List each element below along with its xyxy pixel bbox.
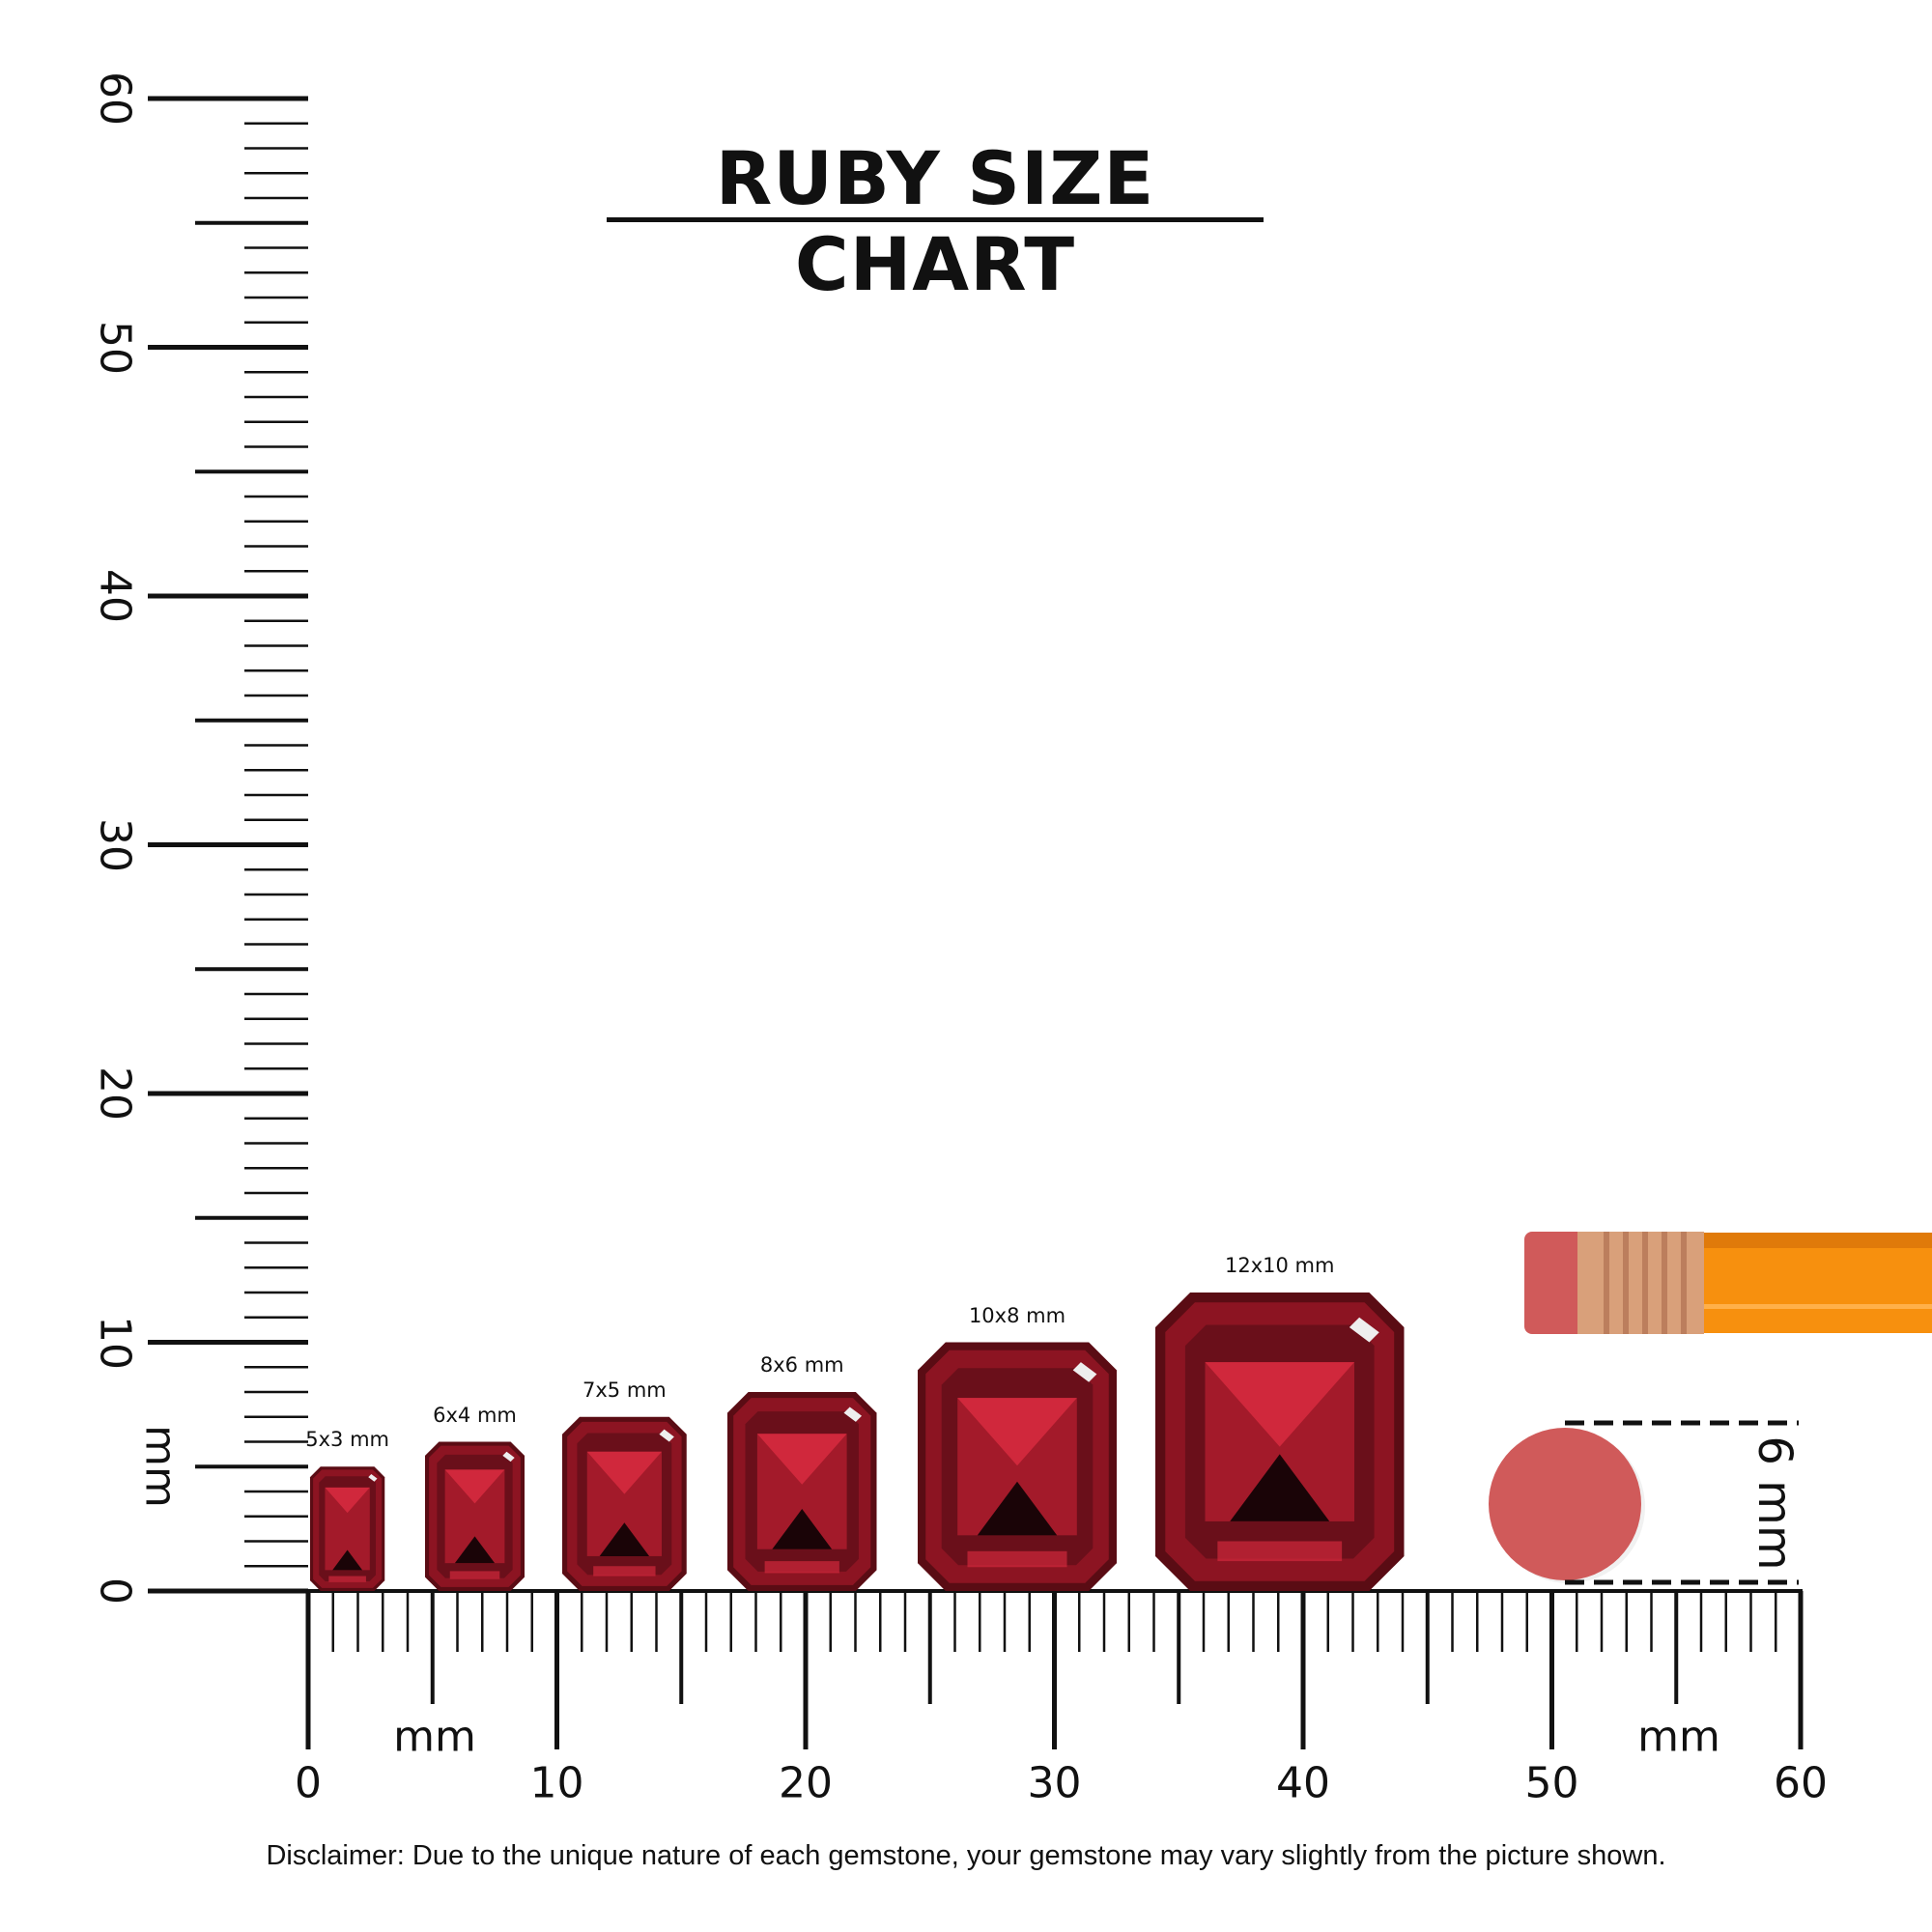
emerald-cut-ruby — [1155, 1293, 1405, 1591]
gem-facet-girdle — [449, 1571, 500, 1579]
gem-facet-bottom — [772, 1509, 833, 1549]
h-ruler-unit-label: mm — [1637, 1712, 1720, 1762]
gem-facet-girdle — [764, 1561, 839, 1574]
gem-facet-top — [957, 1398, 1077, 1466]
h-ruler-label: 50 — [1524, 1758, 1579, 1808]
pencil-reference — [1524, 1232, 1932, 1334]
v-ruler-label: 10 — [90, 1315, 140, 1370]
emerald-cut-ruby — [425, 1441, 525, 1591]
h-ruler-label: 10 — [529, 1758, 584, 1808]
v-ruler-label: 30 — [90, 817, 140, 872]
gem-facet-bottom — [599, 1522, 650, 1556]
gem-highlight — [1072, 1362, 1097, 1382]
gem-facet-top — [444, 1469, 505, 1504]
h-ruler-label: 0 — [295, 1758, 322, 1808]
gem-size-label: 8x6 mm — [759, 1353, 844, 1377]
ferrule-ridge — [1604, 1232, 1609, 1334]
emerald-cut-ruby — [727, 1392, 877, 1591]
gem-highlight — [1349, 1317, 1379, 1343]
gem-facet-girdle — [593, 1566, 656, 1577]
gem-size-label: 6x4 mm — [433, 1403, 517, 1427]
chart-title: RUBY SIZE CHART — [715, 135, 1155, 307]
gem-facet-bottom — [1230, 1454, 1330, 1521]
pencil-eraser — [1524, 1232, 1592, 1334]
gem-highlight — [368, 1473, 378, 1482]
ferrule-ridge — [1642, 1232, 1648, 1334]
emerald-cut-ruby — [310, 1466, 385, 1591]
v-ruler-label: 50 — [90, 320, 140, 375]
v-ruler-label: 20 — [90, 1066, 140, 1121]
gem-size-label: 5x3 mm — [305, 1428, 389, 1452]
gem-size-label: 12x10 mm — [1225, 1254, 1335, 1277]
v-ruler-label: 0 — [90, 1577, 140, 1605]
pencil-edge — [1704, 1233, 1932, 1248]
gem-facet-top — [756, 1434, 847, 1485]
gem-facet-top — [1205, 1362, 1354, 1447]
emerald-cut-ruby — [918, 1342, 1117, 1591]
h-ruler-label: 40 — [1276, 1758, 1330, 1808]
gem-facet-bottom — [332, 1549, 363, 1571]
gem-facet-top — [325, 1487, 370, 1514]
ferrule-ridge — [1681, 1232, 1687, 1334]
gem-highlight — [659, 1429, 674, 1442]
gem-highlight — [843, 1406, 863, 1422]
gem-facet-top — [586, 1451, 662, 1494]
h-ruler-label: 60 — [1774, 1758, 1828, 1808]
emerald-cut-ruby — [562, 1416, 687, 1591]
pencil-edge — [1704, 1304, 1932, 1309]
disclaimer: Disclaimer: Due to the unique nature of … — [266, 1840, 1666, 1871]
v-ruler-unit-label: mm — [135, 1425, 185, 1508]
v-ruler-label: 60 — [90, 71, 140, 126]
v-ruler-label: 40 — [90, 569, 140, 623]
h-ruler-unit-label: mm — [393, 1712, 476, 1762]
h-ruler-label: 30 — [1027, 1758, 1082, 1808]
title-underline — [607, 217, 1264, 222]
eraser-circle — [1489, 1428, 1641, 1580]
gem-facet-bottom — [977, 1481, 1058, 1536]
gem-size-label: 10x8 mm — [968, 1303, 1066, 1327]
reference-size-label: 6 mm — [1747, 1435, 1802, 1571]
ferrule-ridge — [1623, 1232, 1629, 1334]
gem-size-label: 7x5 mm — [582, 1378, 667, 1402]
gem-highlight — [502, 1451, 515, 1463]
gem-facet-girdle — [1217, 1541, 1343, 1562]
gem-facet-girdle — [967, 1550, 1067, 1568]
ferrule-ridge — [1662, 1232, 1667, 1334]
gem-facet-bottom — [454, 1536, 496, 1564]
pencil-body — [1704, 1233, 1932, 1333]
gem-facet-girdle — [328, 1576, 366, 1582]
h-ruler-label: 20 — [779, 1758, 833, 1808]
